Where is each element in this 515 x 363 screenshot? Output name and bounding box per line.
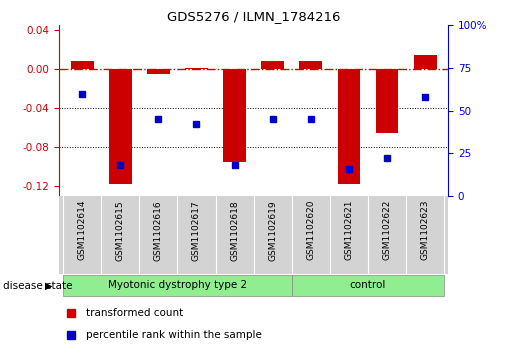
Text: GSM1102617: GSM1102617 <box>192 200 201 261</box>
Text: Myotonic dystrophy type 2: Myotonic dystrophy type 2 <box>108 280 247 290</box>
Text: ▶: ▶ <box>45 281 53 291</box>
FancyBboxPatch shape <box>63 275 292 297</box>
Text: disease state: disease state <box>3 281 72 291</box>
Title: GDS5276 / ILMN_1784216: GDS5276 / ILMN_1784216 <box>167 10 340 23</box>
Text: control: control <box>350 280 386 290</box>
Text: GSM1102618: GSM1102618 <box>230 200 239 261</box>
Text: GSM1102622: GSM1102622 <box>383 200 391 260</box>
FancyBboxPatch shape <box>292 275 444 297</box>
Bar <box>109 69 132 184</box>
Text: percentile rank within the sample: percentile rank within the sample <box>87 330 262 340</box>
Text: transformed count: transformed count <box>87 309 184 318</box>
Bar <box>299 61 322 69</box>
Text: GSM1102616: GSM1102616 <box>154 200 163 261</box>
Text: GSM1102614: GSM1102614 <box>78 200 87 260</box>
Text: GSM1102623: GSM1102623 <box>421 200 430 260</box>
Bar <box>71 61 94 69</box>
Bar <box>147 69 170 74</box>
Text: GSM1102619: GSM1102619 <box>268 200 277 261</box>
Bar <box>337 69 360 184</box>
Bar <box>375 69 399 132</box>
Text: GSM1102621: GSM1102621 <box>345 200 353 260</box>
Bar <box>261 61 284 69</box>
Bar <box>414 55 437 69</box>
Text: GSM1102615: GSM1102615 <box>116 200 125 261</box>
Bar <box>185 68 208 69</box>
Bar <box>223 69 246 162</box>
Text: GSM1102620: GSM1102620 <box>306 200 315 260</box>
